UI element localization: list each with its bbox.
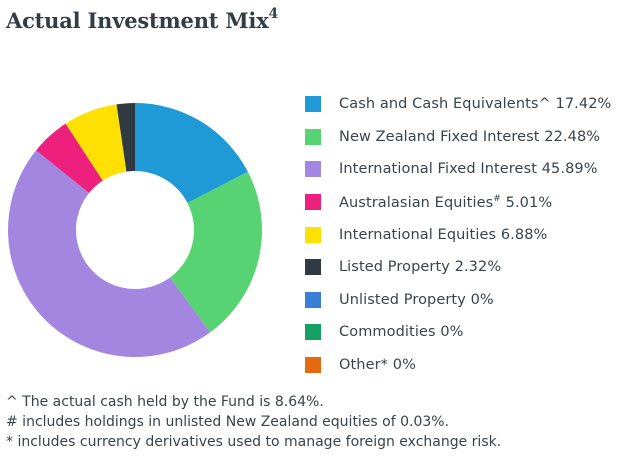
footnote-other: * includes currency derivatives used to …	[6, 434, 502, 450]
legend-item: Unlisted Property 0%	[305, 284, 611, 317]
legend-label: Listed Property 2.32%	[339, 259, 502, 276]
legend-item: International Equities 6.88%	[305, 218, 611, 251]
legend-label: Unlisted Property 0%	[339, 291, 494, 308]
legend-swatch	[305, 357, 321, 374]
legend: Cash and Cash Equivalents^ 17.42% New Zea…	[305, 88, 611, 381]
donut-slice	[135, 103, 248, 203]
legend-item: International Fixed Interest 45.89%	[305, 153, 611, 186]
legend-item: New Zealand Fixed Interest 22.48%	[305, 121, 611, 154]
donut-slice	[116, 103, 135, 172]
legend-label: International Equities 6.88%	[339, 226, 548, 243]
donut-slice	[65, 104, 127, 181]
legend-item: Other* 0%	[305, 349, 611, 382]
footnote-australasian: # includes holdings in unlisted New Zeal…	[6, 414, 450, 430]
chart-title: Actual Investment Mix4	[6, 6, 279, 33]
legend-item: Cash and Cash Equivalents^ 17.42%	[305, 88, 611, 121]
legend-swatch	[305, 259, 321, 276]
legend-label: Cash and Cash Equivalents^ 17.42%	[339, 96, 612, 113]
donut-chart	[8, 103, 263, 357]
title-footnote-marker: 4	[268, 6, 279, 22]
legend-swatch	[305, 291, 321, 308]
legend-item: Listed Property 2.32%	[305, 251, 611, 284]
legend-swatch	[305, 226, 321, 243]
legend-swatch	[305, 194, 321, 211]
legend-swatch	[305, 128, 321, 145]
legend-swatch	[305, 96, 321, 113]
legend-label: International Fixed Interest 45.89%	[339, 161, 598, 178]
title-text: Actual Investment Mix	[6, 8, 269, 33]
legend-label: Other* 0%	[339, 357, 416, 374]
legend-label: New Zealand Fixed Interest 22.48%	[339, 128, 601, 145]
legend-label: Australasian Equities# 5.01%	[339, 193, 553, 211]
donut-slice	[169, 171, 263, 333]
donut-slice	[8, 150, 211, 357]
legend-item: Australasian Equities# 5.01%	[305, 186, 611, 219]
legend-label: Commodities 0%	[339, 324, 464, 341]
footnote-cash: ^ The actual cash held by the Fund is 8.…	[6, 394, 324, 410]
donut-slice	[36, 123, 103, 193]
footnotes: ^ The actual cash held by the Fund is 8.…	[6, 392, 501, 452]
legend-swatch	[305, 161, 321, 178]
legend-swatch	[305, 324, 321, 341]
legend-item: Commodities 0%	[305, 316, 611, 349]
